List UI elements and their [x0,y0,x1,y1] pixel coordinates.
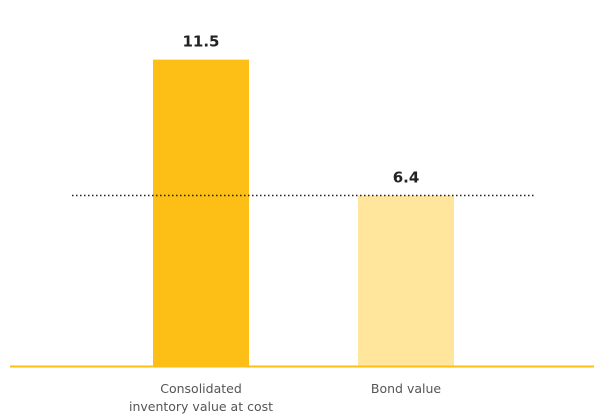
bar-1 [358,195,454,366]
category-label-0-line-1: inventory value at cost [129,399,273,414]
bar-0 [153,59,249,366]
bars-group [153,59,454,366]
value-label-0: 11.5 [182,33,219,51]
category-label-1: Bond value [371,381,442,396]
value-labels-group: 11.5 6.4 [182,33,419,187]
category-labels-group: Consolidated inventory value at cost Bond … [129,381,441,414]
category-label-1-line-0: Bond value [371,381,442,396]
category-label-0-line-0: Consolidated [160,381,242,396]
category-label-0: Consolidated inventory value at cost [129,381,273,414]
value-label-1: 6.4 [393,169,420,187]
